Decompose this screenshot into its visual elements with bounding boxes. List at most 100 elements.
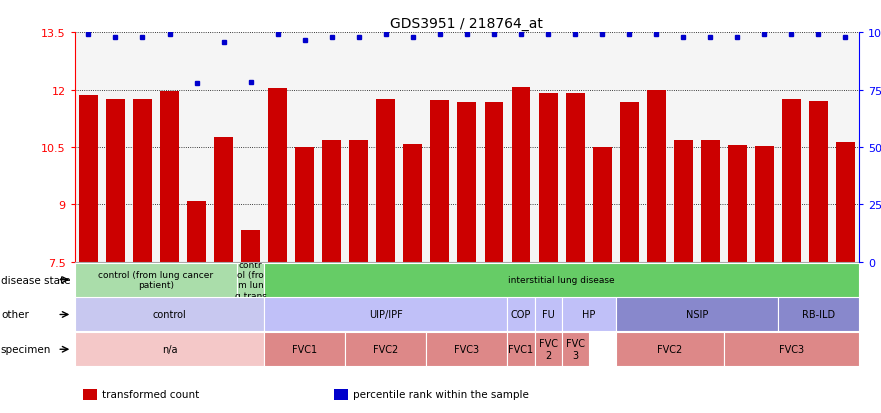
Text: control: control <box>152 310 187 320</box>
Bar <box>809 102 828 262</box>
Bar <box>778 33 805 262</box>
Text: FVC
2: FVC 2 <box>538 339 558 360</box>
Bar <box>647 91 666 262</box>
Bar <box>83 389 97 400</box>
Bar <box>697 33 724 262</box>
Bar <box>619 102 639 262</box>
Bar <box>616 33 642 262</box>
Bar <box>264 298 507 332</box>
Bar <box>106 100 125 262</box>
Bar <box>755 147 774 262</box>
Bar <box>566 94 585 262</box>
Bar <box>334 389 348 400</box>
Text: control (from lung cancer
patient): control (from lung cancer patient) <box>99 271 213 290</box>
Bar <box>322 141 341 262</box>
Bar <box>426 332 507 366</box>
Text: FU: FU <box>542 310 554 320</box>
Bar <box>616 332 724 366</box>
Bar <box>507 298 535 332</box>
Bar <box>535 332 561 366</box>
Text: RB-ILD: RB-ILD <box>802 310 835 320</box>
Bar <box>237 33 264 262</box>
Bar <box>778 298 859 332</box>
Bar <box>376 100 396 262</box>
Bar <box>836 143 855 262</box>
Text: percentile rank within the sample: percentile rank within the sample <box>353 389 529 399</box>
Text: interstitial lung disease: interstitial lung disease <box>508 275 615 285</box>
Bar <box>700 141 720 262</box>
Text: contr
ol (fro
m lun
g trans: contr ol (fro m lun g trans <box>234 260 267 300</box>
Bar <box>75 298 264 332</box>
Bar <box>75 332 264 366</box>
Bar <box>345 33 373 262</box>
Bar <box>832 33 859 262</box>
Bar <box>589 33 616 262</box>
Bar <box>160 92 179 262</box>
Bar <box>561 33 589 262</box>
Bar <box>79 96 98 262</box>
Bar <box>75 263 237 297</box>
Bar <box>268 88 287 262</box>
Bar <box>183 33 210 262</box>
Bar <box>403 145 422 262</box>
Bar <box>349 141 368 262</box>
Bar <box>292 33 318 262</box>
Bar <box>728 146 747 262</box>
Bar <box>485 102 503 262</box>
Bar <box>133 100 152 262</box>
Text: specimen: specimen <box>1 344 51 354</box>
Text: n/a: n/a <box>162 344 177 354</box>
Text: COP: COP <box>511 310 531 320</box>
Bar <box>670 33 697 262</box>
Bar <box>345 332 426 366</box>
Bar <box>264 263 859 297</box>
Bar <box>318 33 345 262</box>
Bar <box>561 298 616 332</box>
Text: transformed count: transformed count <box>102 389 200 399</box>
Bar <box>156 33 183 262</box>
Text: FVC3: FVC3 <box>779 344 804 354</box>
Bar <box>724 33 751 262</box>
Bar <box>480 33 507 262</box>
Text: FVC1: FVC1 <box>292 344 317 354</box>
Bar <box>210 33 237 262</box>
Bar <box>237 263 264 297</box>
Bar <box>751 33 778 262</box>
Text: NSIP: NSIP <box>685 310 708 320</box>
Text: other: other <box>1 310 29 320</box>
Bar <box>399 33 426 262</box>
Bar <box>426 33 454 262</box>
Text: HP: HP <box>582 310 596 320</box>
Text: FVC3: FVC3 <box>455 344 479 354</box>
Bar <box>241 231 260 262</box>
Bar <box>805 33 832 262</box>
Bar <box>454 33 480 262</box>
Bar <box>507 33 535 262</box>
Bar <box>214 138 233 262</box>
Bar <box>129 33 156 262</box>
Bar <box>457 102 477 262</box>
Bar <box>264 332 345 366</box>
Text: UIP/IPF: UIP/IPF <box>369 310 403 320</box>
Bar <box>674 141 692 262</box>
Text: FVC2: FVC2 <box>657 344 683 354</box>
Bar <box>538 93 558 262</box>
Bar <box>535 33 561 262</box>
Bar <box>782 100 801 262</box>
Bar <box>187 202 206 262</box>
Bar <box>512 88 530 262</box>
Bar <box>535 298 561 332</box>
Bar <box>642 33 670 262</box>
Bar <box>724 332 859 366</box>
Bar <box>507 332 535 366</box>
Text: FVC
3: FVC 3 <box>566 339 585 360</box>
Bar <box>431 101 449 262</box>
Bar <box>264 33 292 262</box>
Bar <box>373 33 399 262</box>
Bar <box>75 33 102 262</box>
Title: GDS3951 / 218764_at: GDS3951 / 218764_at <box>390 17 544 31</box>
Bar <box>561 332 589 366</box>
Text: FVC1: FVC1 <box>508 344 534 354</box>
Bar <box>295 148 315 262</box>
Text: disease state: disease state <box>1 275 70 285</box>
